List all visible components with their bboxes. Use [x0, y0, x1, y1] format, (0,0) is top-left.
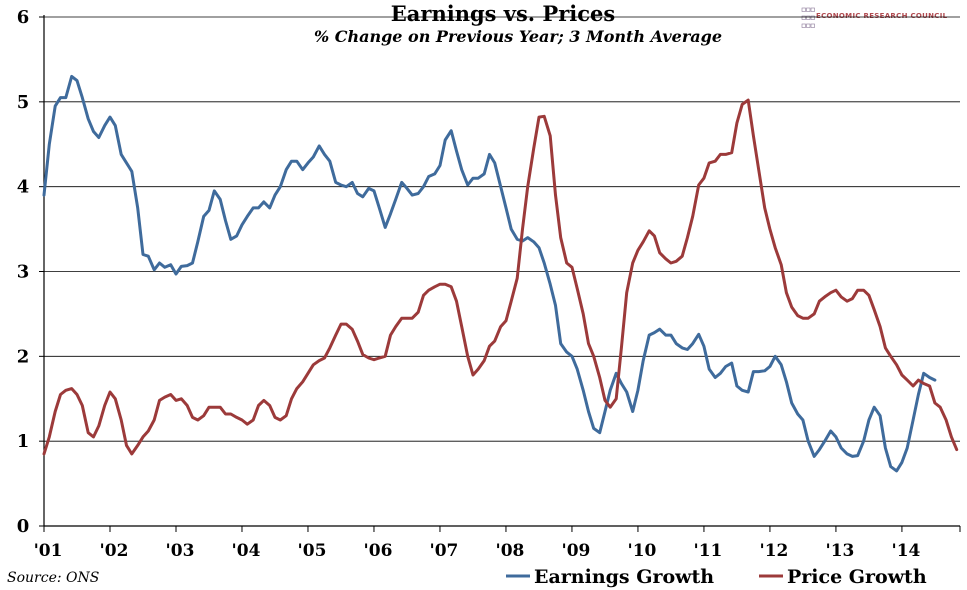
- y-tick-label: 0: [17, 516, 30, 537]
- y-tick-label: 2: [17, 346, 30, 367]
- y-tick-label: 4: [17, 177, 30, 198]
- logo-square: [801, 23, 806, 28]
- series-lines: [42, 74, 959, 473]
- x-tick-label: '03: [166, 541, 195, 561]
- y-tick-label: 6: [17, 7, 30, 28]
- x-tick-label: '09: [562, 541, 591, 561]
- logo-squares: [801, 7, 815, 28]
- x-tick-label: '07: [430, 541, 459, 561]
- y-axis-ticks: 0 1 2 3 4 5 6: [17, 7, 44, 537]
- x-tick-label: '08: [496, 541, 525, 561]
- y-tick-label: 5: [17, 92, 30, 113]
- x-tick-label: '05: [298, 541, 327, 561]
- gridlines: [44, 16, 960, 442]
- x-tick-label: '12: [759, 541, 788, 561]
- logo-square: [806, 23, 811, 28]
- brand-logo: ECONOMIC RESEARCH COUNCIL: [801, 7, 948, 28]
- series-line-earnings-growth: [42, 74, 937, 473]
- y-tick-label: 3: [17, 262, 30, 283]
- logo-square: [810, 15, 815, 20]
- chart-title: Earnings vs. Prices: [391, 1, 615, 26]
- y-tick-label: 1: [17, 431, 30, 452]
- chart-subtitle: % Change on Previous Year; 3 Month Avera…: [314, 27, 722, 46]
- x-tick-label: '02: [100, 541, 129, 561]
- source-note: Source: ONS: [7, 570, 99, 586]
- logo-square: [810, 7, 815, 12]
- x-tick-label: '10: [628, 541, 657, 561]
- x-tick-label: '06: [364, 541, 393, 561]
- legend: Earnings Growth Price Growth: [506, 566, 927, 588]
- x-tick-label: '13: [825, 541, 854, 561]
- logo-square: [810, 23, 815, 28]
- logo-square: [801, 15, 806, 20]
- legend-label-price-growth: Price Growth: [787, 566, 927, 588]
- x-tick-label: '01: [34, 541, 63, 561]
- logo-square: [801, 7, 806, 12]
- logo-square: [806, 15, 811, 20]
- x-tick-label: '04: [232, 541, 261, 561]
- x-axis-ticks: '01 '02 '03 '04 '05 '06 '07 '08 '09 '10 '11 '12 '13 '…: [34, 526, 961, 561]
- logo-square: [806, 7, 811, 12]
- series-line-price-growth: [42, 98, 959, 456]
- x-tick-label: '14: [891, 541, 920, 561]
- axes: [43, 15, 960, 527]
- brand-name: ECONOMIC RESEARCH COUNCIL: [816, 12, 948, 20]
- legend-label-earnings-growth: Earnings Growth: [534, 566, 714, 588]
- x-tick-label: '11: [694, 541, 723, 561]
